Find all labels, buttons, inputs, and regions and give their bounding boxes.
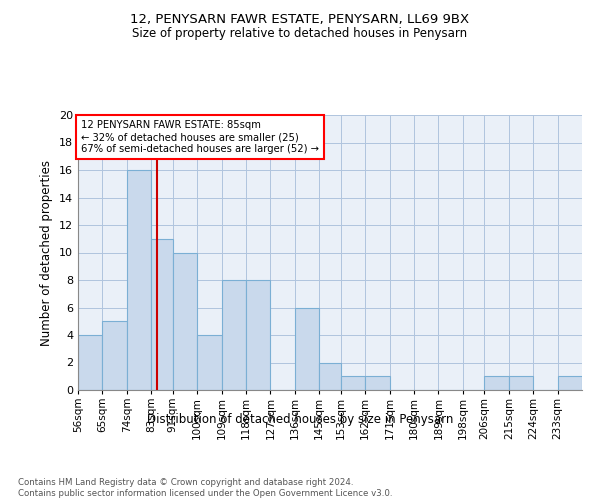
Bar (295, 308, 319, 390)
Bar (557, 376, 582, 390)
Bar (197, 335, 221, 390)
Bar (484, 376, 509, 390)
Y-axis label: Number of detached properties: Number of detached properties (40, 160, 53, 346)
Bar (365, 376, 389, 390)
Bar (173, 252, 197, 390)
Bar (103, 322, 127, 390)
Bar (151, 239, 173, 390)
Bar (319, 362, 341, 390)
Text: 12 PENYSARN FAWR ESTATE: 85sqm
← 32% of detached houses are smaller (25)
67% of : 12 PENYSARN FAWR ESTATE: 85sqm ← 32% of … (81, 120, 319, 154)
Bar (341, 376, 365, 390)
Text: Contains HM Land Registry data © Crown copyright and database right 2024.
Contai: Contains HM Land Registry data © Crown c… (18, 478, 392, 498)
Text: 12, PENYSARN FAWR ESTATE, PENYSARN, LL69 9BX: 12, PENYSARN FAWR ESTATE, PENYSARN, LL69… (130, 12, 470, 26)
Text: Size of property relative to detached houses in Penysarn: Size of property relative to detached ho… (133, 28, 467, 40)
Bar (127, 170, 151, 390)
Bar (78, 335, 103, 390)
Bar (246, 280, 271, 390)
Text: Distribution of detached houses by size in Penysarn: Distribution of detached houses by size … (147, 412, 453, 426)
Bar (509, 376, 533, 390)
Bar (221, 280, 246, 390)
